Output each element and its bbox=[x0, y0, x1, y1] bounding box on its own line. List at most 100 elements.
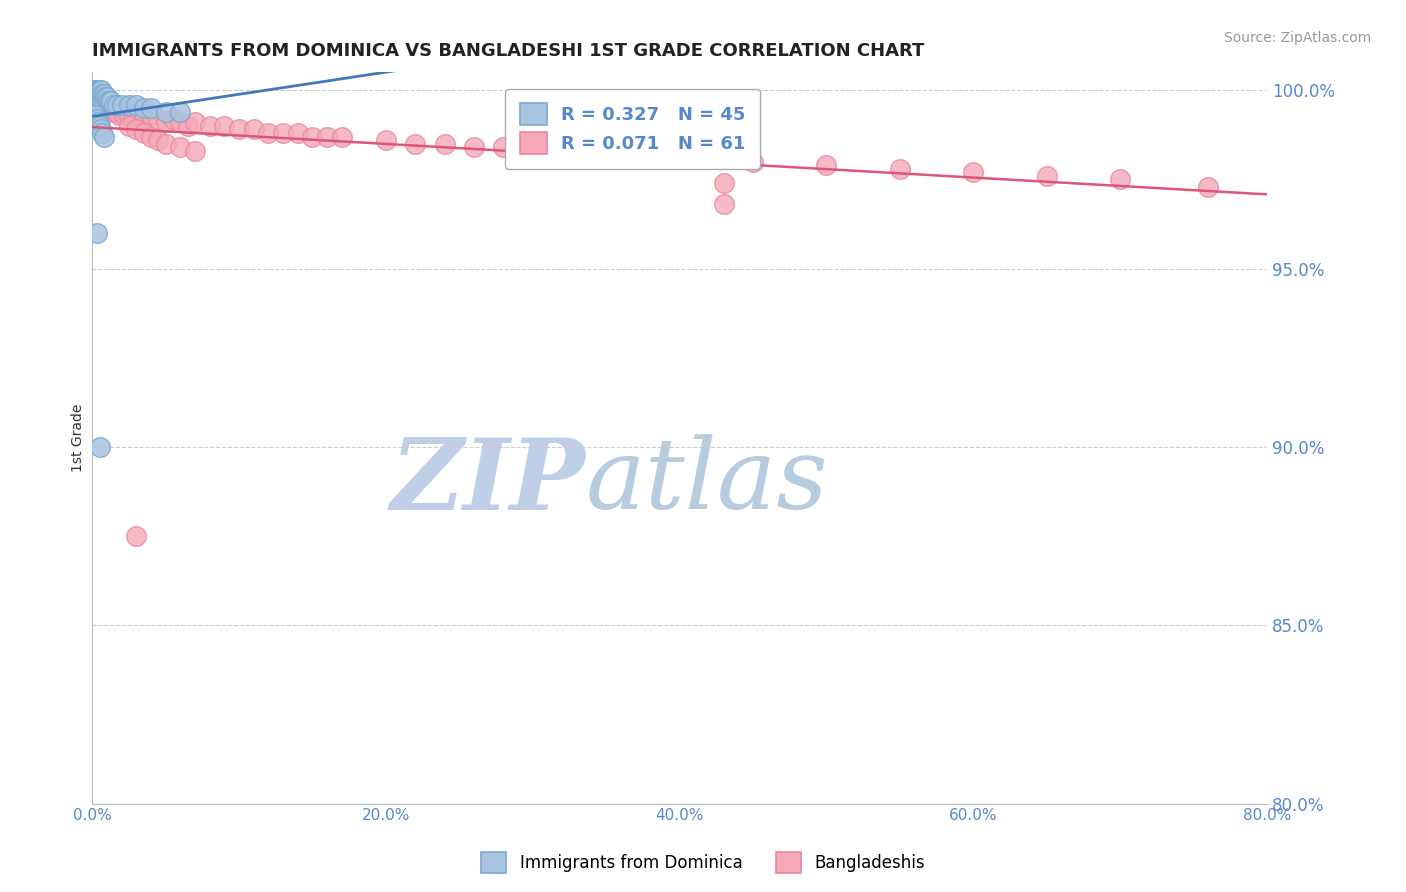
Point bbox=[889, 161, 911, 176]
Point bbox=[84, 108, 107, 122]
Point bbox=[90, 83, 112, 97]
Point bbox=[148, 133, 170, 147]
Point bbox=[91, 87, 114, 101]
Point bbox=[742, 154, 765, 169]
Point bbox=[91, 101, 114, 115]
Text: atlas: atlas bbox=[585, 434, 828, 530]
Point bbox=[114, 108, 136, 122]
Point bbox=[155, 136, 177, 151]
Point bbox=[522, 144, 544, 158]
Point bbox=[118, 119, 141, 133]
Y-axis label: 1st Grade: 1st Grade bbox=[72, 404, 86, 472]
Point bbox=[132, 126, 155, 140]
Point bbox=[257, 126, 280, 140]
Point bbox=[962, 165, 984, 179]
Point bbox=[118, 108, 141, 122]
Point bbox=[139, 101, 162, 115]
Point bbox=[169, 115, 191, 129]
Point bbox=[125, 122, 148, 136]
Point bbox=[89, 83, 111, 97]
Text: Source: ZipAtlas.com: Source: ZipAtlas.com bbox=[1223, 31, 1371, 45]
Point bbox=[125, 108, 148, 122]
Point bbox=[97, 94, 120, 108]
Point bbox=[90, 122, 112, 136]
Point bbox=[492, 140, 515, 154]
Point bbox=[404, 136, 426, 151]
Point bbox=[86, 90, 108, 104]
Point bbox=[110, 101, 132, 115]
Point bbox=[169, 140, 191, 154]
Point bbox=[93, 129, 115, 144]
Point bbox=[271, 126, 294, 140]
Point bbox=[86, 83, 108, 97]
Point bbox=[87, 87, 110, 101]
Point bbox=[713, 197, 735, 211]
Point bbox=[93, 87, 115, 101]
Point bbox=[374, 133, 396, 147]
Point bbox=[139, 129, 162, 144]
Point bbox=[94, 97, 117, 112]
Point bbox=[214, 119, 236, 133]
Point bbox=[122, 112, 145, 126]
Point bbox=[91, 94, 114, 108]
Point bbox=[815, 158, 838, 172]
Point bbox=[110, 97, 132, 112]
Point bbox=[86, 97, 108, 112]
Point bbox=[86, 112, 108, 126]
Point bbox=[90, 94, 112, 108]
Point bbox=[84, 94, 107, 108]
Point bbox=[595, 147, 617, 161]
Point bbox=[242, 122, 264, 136]
Point bbox=[89, 97, 111, 112]
Point bbox=[155, 104, 177, 119]
Point bbox=[713, 176, 735, 190]
Point bbox=[668, 151, 690, 165]
Point bbox=[87, 94, 110, 108]
Point bbox=[83, 83, 105, 97]
Point bbox=[184, 115, 207, 129]
Point bbox=[101, 101, 124, 115]
Point bbox=[463, 140, 485, 154]
Point bbox=[125, 97, 148, 112]
Point bbox=[162, 112, 184, 126]
Point bbox=[228, 122, 250, 136]
Point bbox=[287, 126, 309, 140]
Point bbox=[96, 90, 118, 104]
Text: IMMIGRANTS FROM DOMINICA VS BANGLADESHI 1ST GRADE CORRELATION CHART: IMMIGRANTS FROM DOMINICA VS BANGLADESHI … bbox=[93, 42, 925, 60]
Point bbox=[89, 119, 111, 133]
Point bbox=[176, 119, 198, 133]
Point bbox=[98, 97, 121, 112]
Point bbox=[330, 129, 353, 144]
Point bbox=[97, 104, 120, 119]
Point bbox=[98, 94, 121, 108]
Point bbox=[86, 87, 108, 101]
Point bbox=[1197, 179, 1219, 194]
Legend: R = 0.327   N = 45, R = 0.071   N = 61: R = 0.327 N = 45, R = 0.071 N = 61 bbox=[505, 89, 761, 169]
Point bbox=[89, 97, 111, 112]
Point bbox=[86, 226, 108, 240]
Point bbox=[90, 94, 112, 108]
Point bbox=[107, 108, 129, 122]
Point bbox=[84, 83, 107, 97]
Point bbox=[104, 104, 127, 119]
Point bbox=[91, 126, 114, 140]
Point bbox=[103, 97, 125, 112]
Point bbox=[169, 104, 191, 119]
Point bbox=[93, 94, 115, 108]
Point bbox=[118, 97, 141, 112]
Point bbox=[87, 83, 110, 97]
Point bbox=[155, 115, 177, 129]
Point bbox=[139, 108, 162, 122]
Point bbox=[89, 440, 111, 454]
Point bbox=[301, 129, 323, 144]
Point bbox=[87, 94, 110, 108]
Point bbox=[83, 90, 105, 104]
Point bbox=[184, 144, 207, 158]
Point bbox=[94, 90, 117, 104]
Point bbox=[125, 529, 148, 543]
Point bbox=[198, 119, 221, 133]
Point bbox=[148, 112, 170, 126]
Point bbox=[316, 129, 339, 144]
Point bbox=[132, 101, 155, 115]
Point bbox=[96, 101, 118, 115]
